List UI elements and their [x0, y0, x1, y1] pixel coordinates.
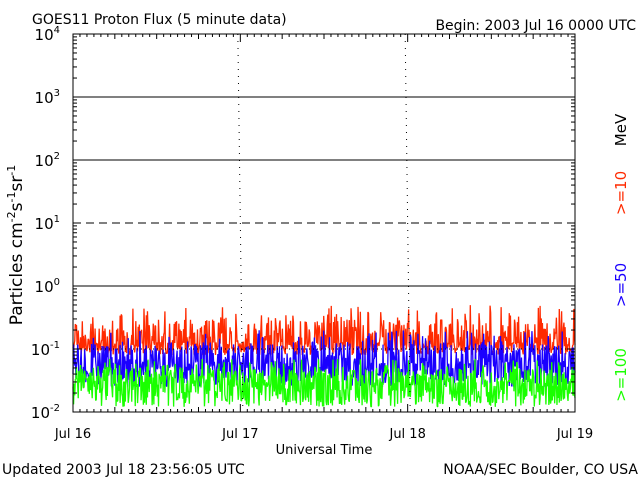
series-layer	[73, 305, 575, 407]
legend-unit: MeV	[612, 113, 630, 146]
y-tick-label: 10-1	[31, 340, 60, 359]
x-tick-label: Jul 19	[556, 427, 593, 442]
legend-ge10: >=10	[612, 171, 630, 215]
y-tick-label: 10-2	[31, 403, 60, 422]
credit-line: NOAA/SEC Boulder, CO USA	[443, 462, 638, 478]
y-tick-label: 103	[35, 88, 60, 107]
x-tick-label: Jul 18	[388, 427, 425, 442]
x-axis-label: Universal Time	[276, 443, 373, 458]
y-tick-label: 102	[35, 151, 60, 170]
legend-ge100: >=100	[612, 348, 630, 402]
y-tick-label: 101	[35, 214, 60, 233]
x-tick-label: Jul 16	[54, 427, 91, 442]
chart-canvas: GOES11 Proton Flux (5 minute data) Begin…	[0, 0, 640, 480]
y-tick-label: 100	[35, 277, 60, 296]
threshold-layer	[73, 97, 575, 349]
legend-ge50: >=50	[612, 263, 630, 307]
y-axis-label: Particles cm-2s-1sr-1	[5, 165, 27, 326]
begin-date: Begin: 2003 Jul 16 0000 UTC	[435, 18, 636, 34]
x-tick-label: Jul 17	[221, 427, 258, 442]
chart-title: GOES11 Proton Flux (5 minute data)	[32, 12, 287, 28]
proton-flux-plot: GOES11 Proton Flux (5 minute data) Begin…	[0, 0, 640, 480]
y-tick-label: 104	[35, 25, 60, 44]
updated-timestamp: Updated 2003 Jul 18 23:56:05 UTC	[2, 462, 245, 478]
